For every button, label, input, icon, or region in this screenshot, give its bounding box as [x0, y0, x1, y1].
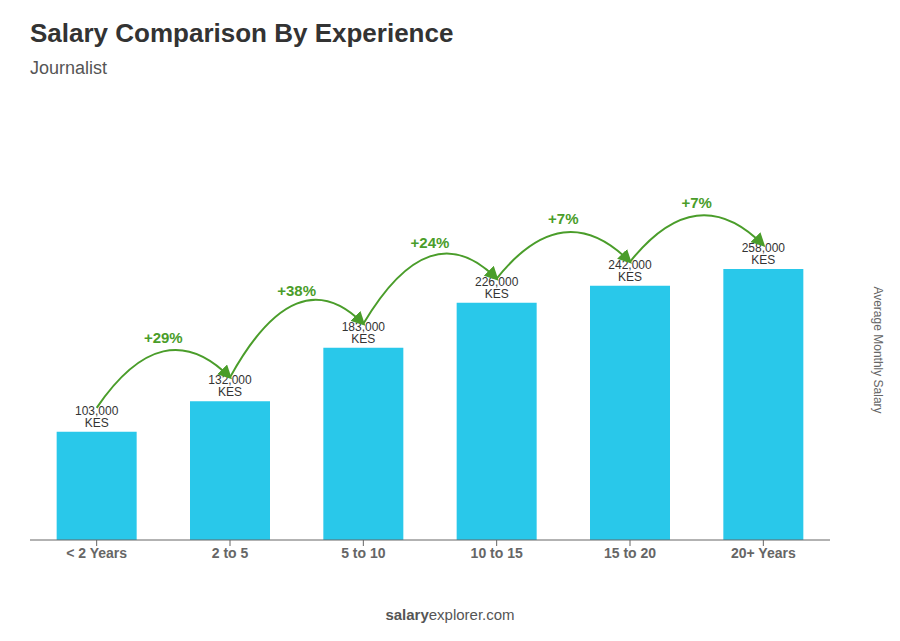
svg-text:242,000KES: 242,000KES	[608, 258, 652, 284]
html-text:salary explorer.com: salary explorer.com	[385, 606, 515, 623]
svg-text:2 to 5: 2 to 5	[212, 545, 249, 561]
svg-text:10 to 15: 10 to 15	[471, 545, 523, 561]
svg-text:5 to 10: 5 to 10	[341, 545, 386, 561]
html-text:Journalist: Journalist	[30, 58, 107, 78]
svg-text:+29%: +29%	[144, 329, 183, 346]
svg-text:103,000KES: 103,000KES	[75, 404, 119, 430]
svg-text:258,000KES: 258,000KES	[742, 241, 786, 267]
svg-text:+7%: +7%	[548, 210, 578, 227]
svg-text:20+ Years: 20+ Years	[731, 545, 796, 561]
svg-text:+24%: +24%	[411, 234, 450, 251]
svg-text:132,000KES: 132,000KES	[208, 373, 252, 399]
svg-text:226,000KES: 226,000KES	[475, 275, 519, 301]
html-text:Salary Comparison By Experienc: Salary Comparison By Experience	[30, 18, 454, 48]
svg-text:15 to 20: 15 to 20	[604, 545, 656, 561]
svg-text:+7%: +7%	[681, 194, 711, 211]
svg-text:+38%: +38%	[277, 282, 316, 299]
svg-text:< 2 Years: < 2 Years	[66, 545, 127, 561]
svg-text:183,000KES: 183,000KES	[342, 320, 386, 346]
svg-text:Average Monthly Salary: Average Monthly Salary	[871, 286, 885, 413]
